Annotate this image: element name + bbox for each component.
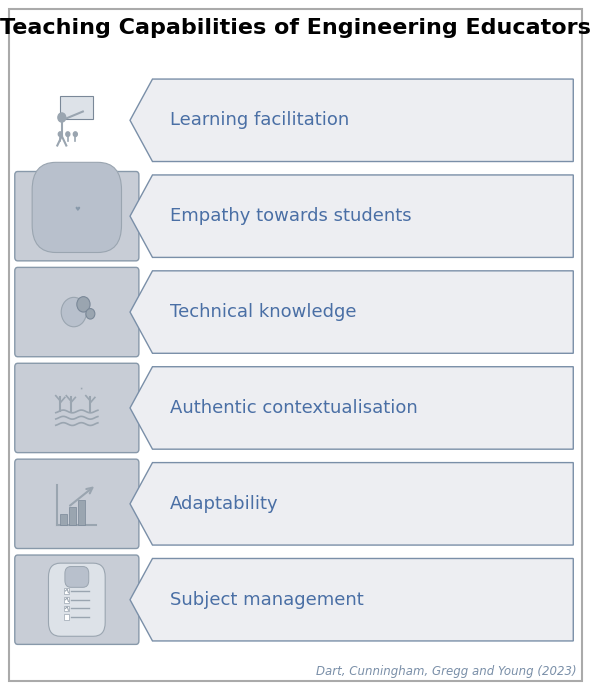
Circle shape	[58, 113, 66, 122]
FancyBboxPatch shape	[15, 172, 139, 261]
Circle shape	[66, 132, 70, 136]
Polygon shape	[130, 175, 573, 258]
FancyBboxPatch shape	[15, 555, 139, 644]
FancyBboxPatch shape	[78, 500, 85, 525]
Circle shape	[86, 309, 95, 319]
FancyBboxPatch shape	[65, 566, 89, 587]
FancyBboxPatch shape	[9, 9, 582, 681]
Circle shape	[73, 132, 77, 136]
FancyBboxPatch shape	[32, 163, 122, 252]
Text: Dart, Cunningham, Gregg and Young (2023): Dart, Cunningham, Gregg and Young (2023)	[316, 666, 576, 678]
Text: Teaching Capabilities of Engineering Educators: Teaching Capabilities of Engineering Edu…	[0, 17, 591, 38]
Polygon shape	[130, 79, 573, 161]
Circle shape	[77, 297, 90, 312]
FancyBboxPatch shape	[48, 563, 105, 636]
Text: ✷: ✷	[80, 388, 83, 392]
FancyBboxPatch shape	[15, 363, 139, 453]
Polygon shape	[130, 367, 573, 449]
Polygon shape	[130, 462, 573, 545]
FancyBboxPatch shape	[15, 459, 139, 548]
Text: Subject management: Subject management	[170, 590, 364, 608]
FancyBboxPatch shape	[64, 597, 69, 602]
FancyBboxPatch shape	[15, 267, 139, 357]
Text: Learning facilitation: Learning facilitation	[170, 112, 349, 130]
Polygon shape	[130, 271, 573, 353]
Text: Technical knowledge: Technical knowledge	[170, 303, 357, 321]
Text: Adaptability: Adaptability	[170, 495, 279, 513]
Polygon shape	[130, 559, 573, 641]
FancyBboxPatch shape	[60, 96, 93, 119]
FancyBboxPatch shape	[64, 606, 69, 611]
Circle shape	[61, 298, 86, 327]
Circle shape	[59, 132, 62, 136]
FancyBboxPatch shape	[64, 588, 69, 594]
Polygon shape	[59, 225, 77, 236]
FancyBboxPatch shape	[60, 515, 67, 525]
Text: ♥: ♥	[74, 207, 80, 212]
Text: Empathy towards students: Empathy towards students	[170, 207, 412, 225]
FancyBboxPatch shape	[69, 507, 76, 525]
FancyBboxPatch shape	[64, 615, 69, 620]
Text: Authentic contextualisation: Authentic contextualisation	[170, 399, 418, 417]
